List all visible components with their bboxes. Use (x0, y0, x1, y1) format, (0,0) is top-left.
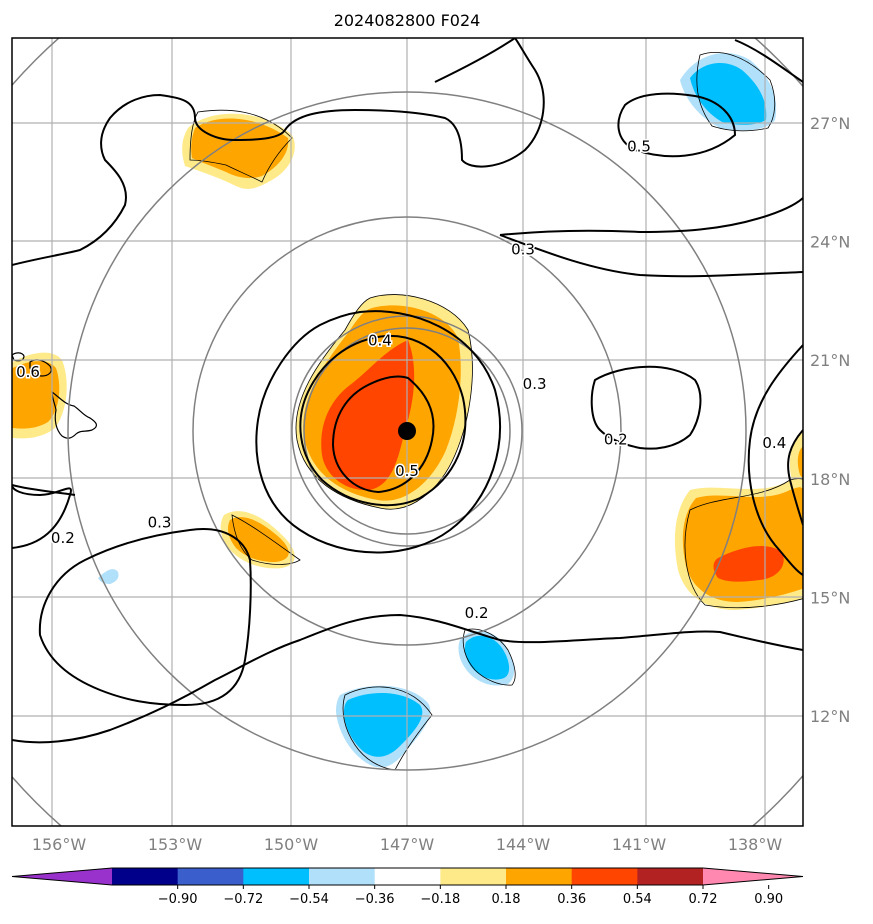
colorbar-segment (243, 868, 310, 885)
y-tick-labels: 12°N 15°N 18°N 21°N 24°N 27°N (810, 114, 850, 726)
contour-0.5-right (787, 429, 803, 526)
colorbar-tick-label: −0.72 (223, 892, 263, 907)
colorbar-tick-label: −0.90 (158, 892, 198, 907)
y-tick-label: 27°N (810, 114, 850, 133)
colorbar-segment (177, 868, 244, 885)
contour-label: 0.5 (627, 138, 651, 156)
colorbar-tick-label: 0.18 (492, 892, 521, 907)
colorbar-outline (11, 867, 804, 886)
fill-blue-bottom (344, 693, 423, 757)
colorbar-segment (637, 868, 704, 885)
colorbar-tick-label: −0.36 (355, 892, 395, 907)
contour-0.5-tr (617, 92, 737, 158)
x-tick-label: 150°W (264, 835, 319, 854)
colorbar-tick-label: −0.18 (420, 892, 460, 907)
contour-label: 0.6 (16, 363, 40, 381)
fill-red-right (713, 545, 784, 582)
colorbar-tick-label: 0.90 (754, 892, 783, 907)
contour-label: 0.2 (465, 604, 489, 622)
contour-0.3-lower (12, 484, 803, 744)
colorbar-segment (309, 868, 376, 885)
x-tick-label: 141°W (612, 835, 667, 854)
colorbar-segment (571, 868, 638, 885)
fill-orange-leftedge (12, 361, 60, 429)
colorbar: −0.90 −0.72 −0.54 −0.36 −0.18 0.18 0.36 0.54 0.7… (11, 867, 804, 907)
contours (12, 38, 803, 744)
x-tick-label: 138°W (728, 835, 783, 854)
contour-label: 0.3 (523, 375, 547, 393)
contour-0.2-mid (590, 365, 702, 450)
contour-label: 0.2 (51, 529, 75, 547)
colorbar-tick-label: 0.36 (557, 892, 586, 907)
contour-0.3-outer (12, 38, 545, 266)
axes-frame (11, 37, 804, 827)
x-tick-label: 153°W (148, 835, 203, 854)
y-tick-label: 18°N (810, 470, 850, 489)
contour-0.3-center (255, 310, 501, 554)
contour-0.4-right (747, 344, 803, 576)
x-tick-label: 144°W (496, 835, 551, 854)
contour-0.4-center (299, 334, 467, 507)
colorbar-tick-label: −0.54 (289, 892, 329, 907)
storm-center-marker (398, 422, 416, 440)
y-tick-label: 21°N (810, 351, 850, 370)
colorbar-tick-label: 0.72 (689, 892, 718, 907)
y-tick-label: 15°N (810, 588, 850, 607)
contour-label: 0.4 (762, 434, 786, 452)
x-tick-labels: 156°W 153°W 150°W 147°W 144°W 141°W 138°W (32, 835, 783, 854)
y-tick-label: 24°N (810, 233, 850, 252)
contour-labels: 0.4 0.5 0.3 0.2 0.3 0.5 0.3 0.2 0.2 0.4 0.6 (15, 136, 788, 623)
contour-label: 0.3 (148, 513, 172, 531)
colorbar-segment (440, 868, 507, 885)
colorbar-segment (506, 868, 573, 885)
contour-0.2-main (12, 484, 72, 549)
colorbar-segment (112, 868, 179, 885)
contour-label: 0.4 (368, 331, 392, 349)
colorbar-tick-label: 0.54 (623, 892, 652, 907)
fill-orange-rightedge (797, 446, 803, 479)
contour-label: 0.5 (395, 462, 419, 480)
contour-0.3-left-loop (38, 528, 252, 707)
chart-title: 2024082800 F024 (334, 11, 481, 30)
colorbar-segment (374, 868, 441, 885)
colorbar-extend-low (12, 868, 112, 885)
filled-regions (12, 52, 803, 768)
contour-label: 0.3 (511, 241, 535, 259)
contour-0.3-right (499, 234, 803, 278)
x-tick-label: 156°W (32, 835, 87, 854)
fill-blue-topright (690, 63, 767, 125)
x-tick-label: 147°W (380, 835, 435, 854)
y-tick-label: 12°N (810, 707, 850, 726)
contour-label: 0.2 (604, 430, 628, 448)
fill-blue-midbottom (464, 635, 510, 680)
contour-0.3-topleft (434, 38, 516, 83)
colorbar-extend-high (703, 868, 803, 885)
contour-0.4-top (734, 39, 803, 83)
fill-outlines (189, 52, 803, 771)
contour-0.5-center (331, 375, 435, 494)
contour-0.3-rightupper (499, 197, 803, 236)
